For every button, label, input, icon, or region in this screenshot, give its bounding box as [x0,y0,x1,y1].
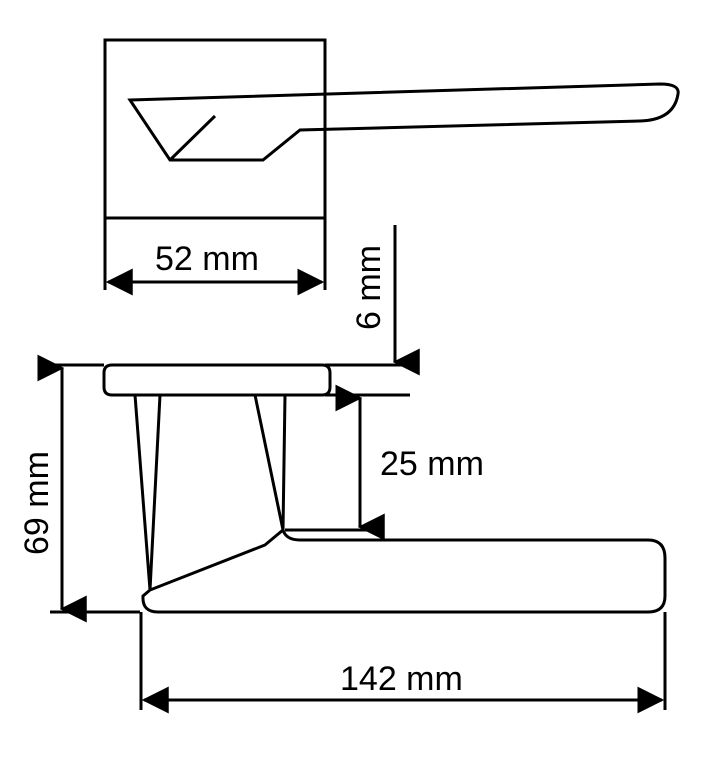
lever-top-outline [130,84,678,160]
dim-142mm-label: 142 mm [340,660,463,698]
post-right [255,395,285,530]
post-left [135,395,160,590]
neck-facet [170,116,215,160]
dim-6mm-label: 6 mm [350,245,388,330]
rose-plate-side [104,365,330,395]
technical-drawing: 52 mm 6 mm 25 mm 69 mm 142 mm [0,0,722,779]
lever-side-outline [143,530,665,612]
top-view [105,40,678,218]
dim-69mm-label: 69 mm [18,451,56,555]
dim-52mm-label: 52 mm [155,240,259,278]
dim-25mm-label: 25 mm [380,445,484,483]
side-view [104,365,665,612]
dim-69mm [50,365,140,612]
dim-25mm [285,398,370,530]
rose-plate [105,40,325,218]
